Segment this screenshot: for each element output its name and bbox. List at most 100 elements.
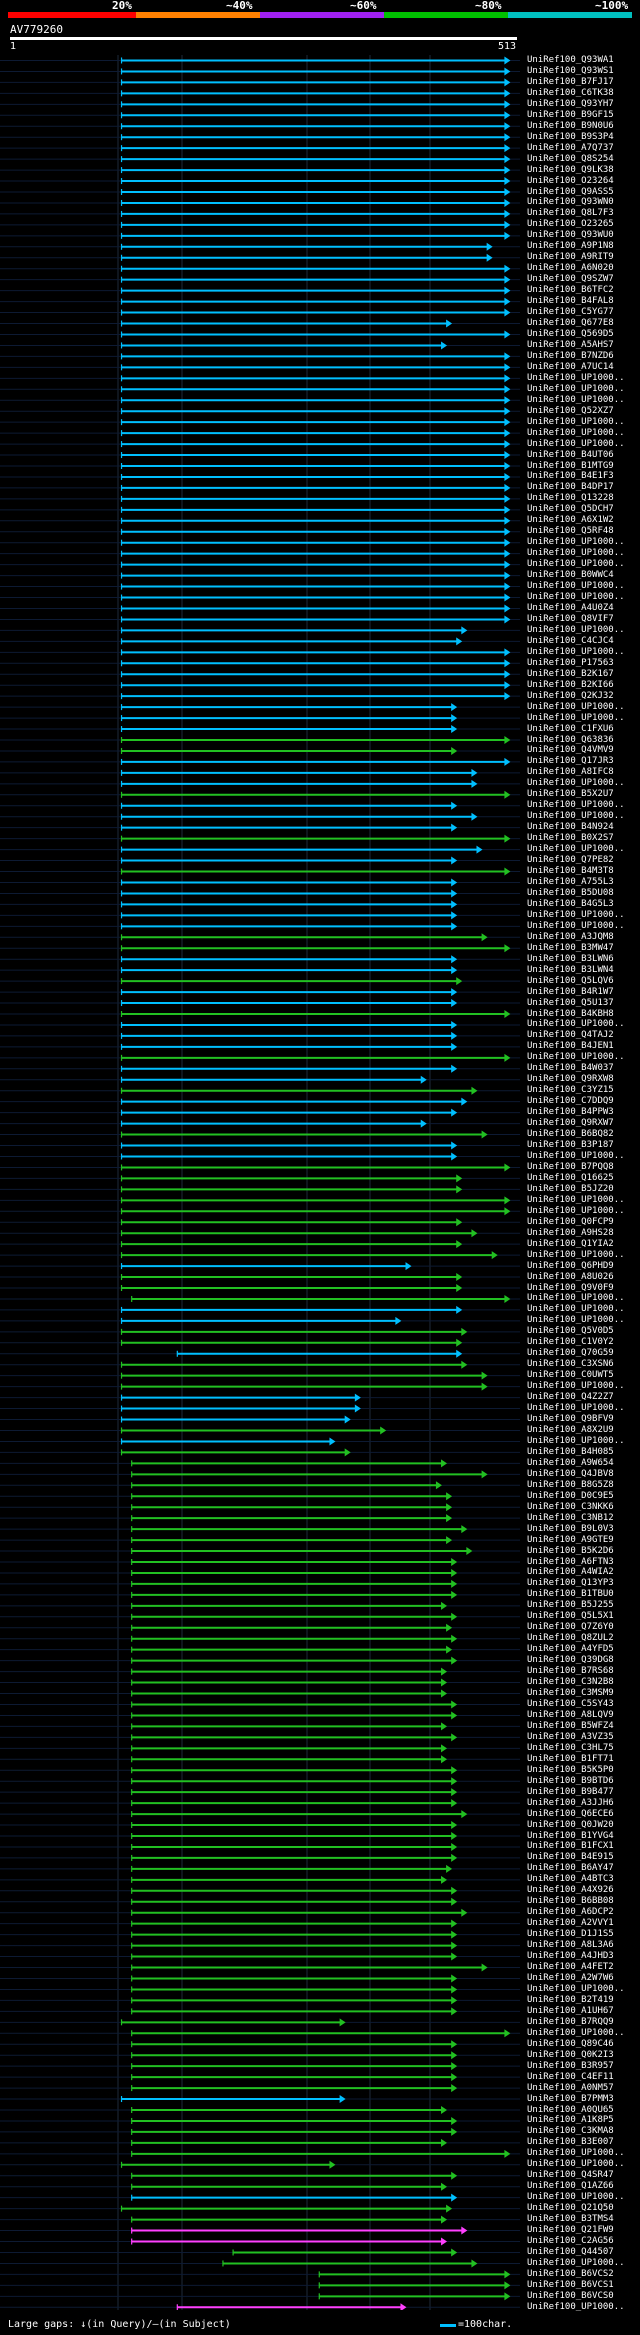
hit-label[interactable]: UniRef100_C2AG56 (527, 2236, 614, 2247)
hit-label[interactable]: UniRef100_Q8L7F3 (527, 208, 614, 219)
hit-label[interactable]: UniRef100_A1K8P5 (527, 2115, 614, 2126)
hit-label[interactable]: UniRef100_UP1000.. (527, 592, 625, 603)
hit-label[interactable]: UniRef100_UP1000.. (527, 383, 625, 394)
hit-label[interactable]: UniRef100_B7RQQ9 (527, 2016, 614, 2027)
hit-label[interactable]: UniRef100_A3JQM8 (527, 931, 614, 942)
hit-label[interactable]: UniRef100_C3XSN6 (527, 1359, 614, 1370)
hit-label[interactable]: UniRef100_B9GF15 (527, 109, 614, 120)
hit-label[interactable]: UniRef100_B4KBH8 (527, 1008, 614, 1019)
hit-label[interactable]: UniRef100_Q9V0F9 (527, 1282, 614, 1293)
hit-label[interactable]: UniRef100_C5SY43 (527, 1699, 614, 1709)
hit-label[interactable]: UniRef100_C1V0Y2 (527, 1337, 614, 1348)
hit-label[interactable]: UniRef100_Q5L5X1 (527, 1611, 614, 1622)
hit-label[interactable]: UniRef100_UP1000.. (527, 438, 625, 449)
hit-label[interactable]: UniRef100_C1FXU6 (527, 723, 614, 734)
hit-label[interactable]: UniRef100_Q52XZ7 (527, 405, 614, 416)
hit-label[interactable]: UniRef100_B8G5Z8 (527, 1479, 614, 1490)
hit-label[interactable]: UniRef100_Q89C46 (527, 2038, 614, 2049)
hit-label[interactable]: UniRef100_Q21Q50 (527, 2203, 614, 2214)
hit-label[interactable]: UniRef100_Q569D5 (527, 329, 614, 339)
hit-label[interactable]: UniRef100_Q6PHD9 (527, 1260, 614, 1271)
hit-label[interactable]: UniRef100_B4M3T8 (527, 866, 614, 877)
hit-label[interactable]: UniRef100_B7PQQ8 (527, 1161, 614, 1172)
hit-label[interactable]: UniRef100_B3MW47 (527, 942, 614, 953)
hit-label[interactable]: UniRef100_Q8ZUL2 (527, 1633, 614, 1644)
hit-label[interactable]: UniRef100_B1FT71 (527, 1753, 614, 1764)
hit-label[interactable]: UniRef100_Q93WU0 (527, 230, 614, 241)
hit-label[interactable]: UniRef100_UP1000.. (527, 2301, 625, 2312)
hit-label[interactable]: UniRef100_UP1000.. (527, 2148, 625, 2159)
hit-label[interactable]: UniRef100_A9P1N8 (527, 241, 614, 252)
hit-label[interactable]: UniRef100_Q4JBV8 (527, 1468, 614, 1479)
hit-label[interactable]: UniRef100_Q7PE82 (527, 855, 614, 866)
hit-label[interactable]: UniRef100_Q93YH7 (527, 98, 614, 109)
hit-label[interactable]: UniRef100_B4E1F3 (527, 471, 614, 482)
hit-label[interactable]: UniRef100_B1YVG4 (527, 1830, 614, 1841)
hit-label[interactable]: UniRef100_A6DCP2 (527, 1907, 614, 1918)
hit-label[interactable]: UniRef100_B4PPW3 (527, 1107, 614, 1118)
hit-label[interactable]: UniRef100_UP1000.. (527, 2257, 625, 2268)
hit-label[interactable]: UniRef100_B3R957 (527, 2060, 614, 2071)
hit-label[interactable]: UniRef100_B4N924 (527, 822, 614, 833)
hit-label[interactable]: UniRef100_B9B477 (527, 1786, 614, 1797)
hit-label[interactable]: UniRef100_Q0FCP9 (527, 1216, 614, 1227)
hit-label[interactable]: UniRef100_B3E007 (527, 2137, 614, 2148)
hit-label[interactable]: UniRef100_Q5V0D5 (527, 1326, 614, 1337)
hit-label[interactable]: UniRef100_A3VZ35 (527, 1731, 614, 1742)
hit-label[interactable]: UniRef100_A4BTC3 (527, 1874, 614, 1885)
hit-label[interactable]: UniRef100_B1MTG9 (527, 460, 614, 471)
hit-label[interactable]: UniRef100_O23264 (527, 175, 614, 186)
hit-label[interactable]: UniRef100_A9HS28 (527, 1227, 614, 1238)
hit-label[interactable]: UniRef100_UP1000.. (527, 844, 625, 855)
hit-label[interactable]: UniRef100_Q6ECE6 (527, 1808, 614, 1819)
hit-label[interactable]: UniRef100_UP1000.. (527, 712, 625, 723)
hit-label[interactable]: UniRef100_A4X926 (527, 1885, 614, 1896)
hit-label[interactable]: UniRef100_B6VCS2 (527, 2268, 614, 2279)
hit-label[interactable]: UniRef100_C7DDQ9 (527, 1096, 614, 1107)
hit-label[interactable]: UniRef100_UP1000.. (527, 909, 625, 920)
hit-label[interactable]: UniRef100_UP1000.. (527, 1435, 625, 1446)
hit-label[interactable]: UniRef100_C3KMA8 (527, 2126, 614, 2137)
hit-label[interactable]: UniRef100_D1J1S5 (527, 1929, 614, 1940)
hit-label[interactable]: UniRef100_A2VVY1 (527, 1918, 614, 1929)
hit-label[interactable]: UniRef100_C4EF11 (527, 2071, 614, 2082)
hit-label[interactable]: UniRef100_C3HL75 (527, 1742, 614, 1753)
hit-label[interactable]: UniRef100_B5K5P0 (527, 1764, 614, 1775)
hit-label[interactable]: UniRef100_C3N2B8 (527, 1677, 614, 1688)
hit-label[interactable]: UniRef100_A8X2U9 (527, 1425, 614, 1435)
hit-label[interactable]: UniRef100_A755L3 (527, 877, 614, 887)
hit-label[interactable]: UniRef100_D0C9E5 (527, 1490, 614, 1501)
hit-label[interactable]: UniRef100_UP1000.. (527, 372, 625, 383)
hit-label[interactable]: UniRef100_UP1000.. (527, 537, 625, 548)
hit-label[interactable]: UniRef100_A4YFD5 (527, 1644, 614, 1655)
hit-label[interactable]: UniRef100_C3YZ15 (527, 1085, 614, 1096)
hit-label[interactable]: UniRef100_UP1000.. (527, 1019, 625, 1030)
hit-label[interactable]: UniRef100_Q13228 (527, 493, 614, 504)
hit-label[interactable]: UniRef100_B9N0U6 (527, 120, 614, 131)
hit-label[interactable]: UniRef100_B6BB08 (527, 1896, 614, 1907)
hit-label[interactable]: UniRef100_B4DP17 (527, 482, 614, 493)
hit-label[interactable]: UniRef100_B5WFZ4 (527, 1720, 614, 1731)
hit-label[interactable]: UniRef100_UP1000.. (527, 1052, 625, 1063)
hit-label[interactable]: UniRef100_B7RS68 (527, 1666, 614, 1677)
hit-label[interactable]: UniRef100_Q9RXW8 (527, 1074, 614, 1085)
hit-label[interactable]: UniRef100_B7PMM3 (527, 2093, 614, 2104)
hit-label[interactable]: UniRef100_B3LWN6 (527, 953, 614, 964)
hit-label[interactable]: UniRef100_Q8S254 (527, 153, 614, 164)
hit-label[interactable]: UniRef100_C5YG77 (527, 307, 614, 318)
hit-label[interactable]: UniRef100_Q70G59 (527, 1348, 614, 1359)
hit-label[interactable]: UniRef100_UP1000.. (527, 1304, 625, 1315)
hit-label[interactable]: UniRef100_A3JJH6 (527, 1797, 614, 1808)
hit-label[interactable]: UniRef100_Q5LQV6 (527, 975, 614, 986)
hit-label[interactable]: UniRef100_B4R1W7 (527, 986, 614, 997)
hit-label[interactable]: UniRef100_UP1000.. (527, 1381, 625, 1392)
hit-label[interactable]: UniRef100_Q4Z2Z7 (527, 1392, 614, 1403)
hit-label[interactable]: UniRef100_B4FAL8 (527, 296, 614, 307)
hit-label[interactable]: UniRef100_Q9BFV9 (527, 1414, 614, 1425)
hit-label[interactable]: UniRef100_Q93WN0 (527, 197, 614, 208)
hit-label[interactable]: UniRef100_UP1000.. (527, 778, 625, 789)
hit-label[interactable]: UniRef100_Q677E8 (527, 318, 614, 329)
hit-label[interactable]: UniRef100_B2KI66 (527, 679, 614, 690)
hit-label[interactable]: UniRef100_B6BQ82 (527, 1129, 614, 1140)
hit-label[interactable]: UniRef100_B9BTD6 (527, 1775, 614, 1786)
